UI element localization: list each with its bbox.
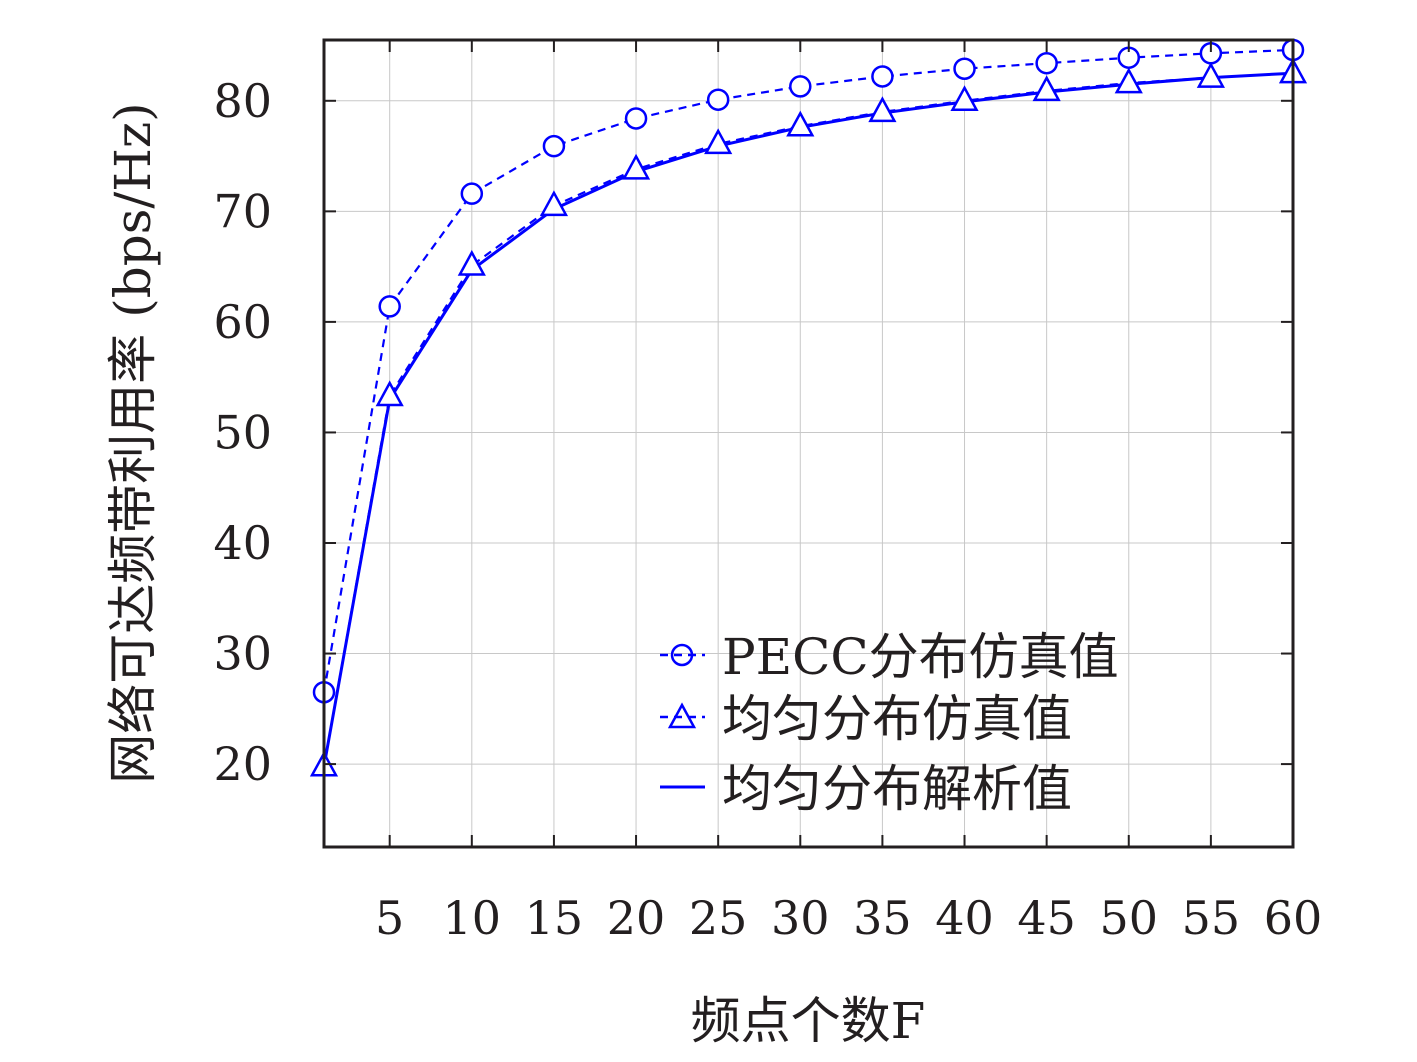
data-point-triangle bbox=[457, 249, 486, 276]
data-point-triangle bbox=[786, 110, 815, 137]
series-line-0 bbox=[322, 48, 1294, 693]
data-point-triangle bbox=[704, 128, 733, 155]
y-tick-label: 40 bbox=[213, 516, 272, 570]
y-axis-label: 网络可达频带利用率 (bps/Hz) bbox=[104, 102, 162, 783]
legend-item-pecc: PECC分布仿真值 bbox=[660, 628, 1119, 686]
x-tick-label: 15 bbox=[525, 891, 584, 945]
data-point-circle bbox=[953, 57, 976, 80]
x-tick-label: 10 bbox=[443, 891, 502, 945]
x-tick-label: 30 bbox=[771, 891, 830, 945]
y-tick-label: 60 bbox=[213, 295, 272, 349]
data-point-circle bbox=[706, 88, 730, 111]
x-tick-label: 5 bbox=[375, 891, 404, 945]
data-point-circle bbox=[624, 107, 648, 130]
y-tick-label: 20 bbox=[213, 737, 272, 791]
x-tick-label: 25 bbox=[689, 891, 748, 945]
data-point-triangle bbox=[868, 96, 897, 123]
x-tick-label: 60 bbox=[1264, 891, 1323, 945]
x-tick-label: 20 bbox=[607, 891, 666, 945]
y-tick-label: 50 bbox=[213, 405, 272, 459]
legend-circle-marker bbox=[670, 643, 694, 667]
y-tick-label: 30 bbox=[213, 627, 272, 681]
plot-frame bbox=[322, 38, 1295, 849]
legend-label-pecc: PECC分布仿真值 bbox=[722, 628, 1119, 686]
legend-label-uniform-sim: 均匀分布仿真值 bbox=[722, 690, 1072, 748]
legend-item-uniform-analytic: 均匀分布解析值 bbox=[660, 760, 1072, 818]
x-tick-label: 40 bbox=[935, 891, 994, 945]
data-point-circle bbox=[542, 134, 566, 158]
ticks bbox=[324, 40, 1294, 847]
series-layer bbox=[309, 38, 1308, 777]
x-tick-label: 35 bbox=[853, 891, 912, 945]
data-point-triangle bbox=[539, 190, 569, 217]
data-point-triangle bbox=[1114, 67, 1143, 94]
data-point-circle bbox=[1035, 51, 1058, 75]
data-point-circle bbox=[789, 75, 812, 98]
y-tick-label: 70 bbox=[213, 184, 272, 238]
data-point-circle bbox=[460, 182, 484, 205]
x-tick-label: 55 bbox=[1182, 891, 1241, 945]
data-point-circle bbox=[378, 295, 401, 318]
legend-item-uniform-sim: 均匀分布仿真值 bbox=[660, 690, 1072, 748]
data-point-circle bbox=[871, 65, 894, 88]
tick-labels: 5 10 15 20 25 30 35 40 45 50 55 60 20 30 40 50 60 70 80 bbox=[213, 74, 1322, 945]
data-point-triangle bbox=[950, 85, 979, 112]
x-axis-label: 频点个数F bbox=[691, 992, 926, 1050]
legend: PECC分布仿真值 均匀分布仿真值 均匀分布解析值 bbox=[660, 628, 1119, 818]
data-point-triangle bbox=[621, 153, 651, 180]
x-tick-label: 50 bbox=[1099, 891, 1158, 945]
y-tick-label: 80 bbox=[213, 74, 272, 128]
data-point-triangle bbox=[1196, 61, 1225, 88]
legend-label-uniform-analytic: 均匀分布解析值 bbox=[722, 760, 1072, 818]
data-point-triangle bbox=[375, 380, 404, 407]
x-tick-label: 45 bbox=[1017, 891, 1076, 945]
legend-triangle-marker bbox=[667, 702, 697, 729]
data-point-triangle bbox=[1032, 75, 1061, 102]
